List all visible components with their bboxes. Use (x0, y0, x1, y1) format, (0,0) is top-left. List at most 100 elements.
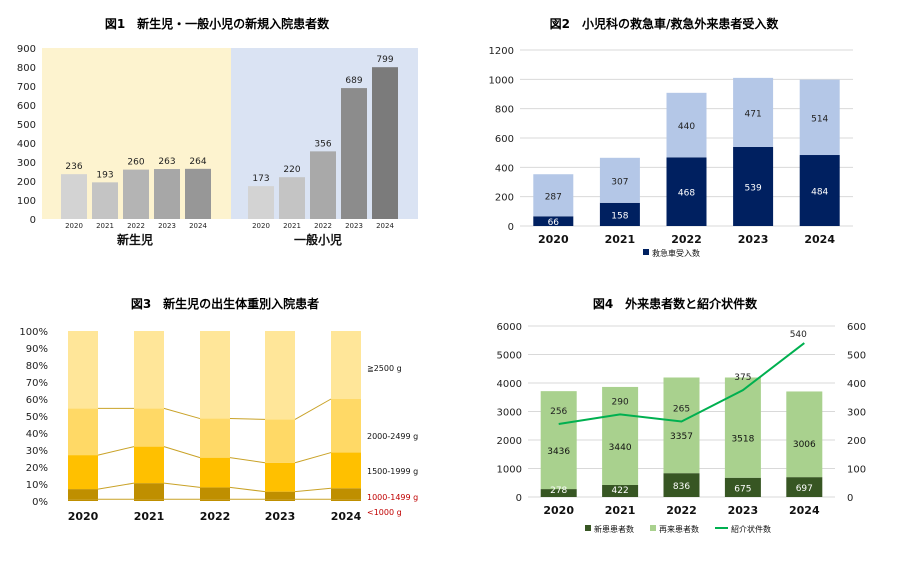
bar (310, 151, 336, 219)
stacked-bar-segment (533, 174, 574, 217)
stacked-bar-segment (265, 331, 295, 420)
bar (279, 177, 305, 219)
bar (123, 169, 149, 219)
y-tick-label: 70% (26, 378, 48, 389)
y-tick-label: 90% (26, 344, 48, 355)
series-connector-line (163, 446, 201, 459)
line-data-label: 256 (550, 407, 567, 417)
group-label: 一般小児 (294, 232, 342, 247)
y-tick-label: 100 (17, 196, 36, 207)
data-label: 66 (548, 218, 560, 228)
data-label: 3436 (547, 447, 570, 457)
stacked-bar-segment (200, 457, 230, 488)
stacked-bar-segment (134, 408, 164, 447)
y-tick-label: 5000 (497, 351, 522, 362)
x-tick-label: 2024 (189, 222, 207, 230)
y-tick-label: 600 (495, 134, 514, 145)
x-tick-label: 2022 (200, 510, 231, 523)
y-tick-label: 500 (17, 120, 36, 131)
y-tick-label: 200 (495, 193, 514, 204)
y2-tick-label: 400 (847, 379, 866, 390)
y-tick-label: 1000 (489, 75, 514, 86)
stacked-bar-segment (331, 499, 361, 501)
figure-3-title: 図3 新生児の出生体重別入院患者 (131, 296, 319, 311)
data-label: 260 (127, 158, 144, 168)
stacked-bar-segment (724, 477, 761, 497)
y-tick-label: 0 (30, 215, 36, 226)
stacked-bar-segment (331, 452, 361, 489)
figure-1-panel: 図1 新生児・一般小児の新規入院患者数 0 100 200 300 400 500 600 7… (0, 0, 450, 284)
stacked-bar-segment (663, 473, 700, 497)
series-connector-line (229, 457, 266, 464)
x-tick-label: 2023 (265, 510, 296, 523)
data-label: 193 (96, 170, 113, 180)
x-tick-label: 2021 (605, 504, 636, 517)
y-tick-label: 4000 (497, 379, 522, 390)
y-tick-label: 40% (26, 429, 48, 440)
series-connector-line (229, 486, 266, 493)
figure-2-title: 図2 小児科の救急車/救急外来患者受入数 (550, 16, 780, 31)
data-label: 236 (65, 162, 82, 172)
legend-label: 新患患者数 (594, 524, 634, 534)
stacked-bar-segment (599, 202, 640, 226)
y-tick-label: 0 (508, 222, 514, 233)
figure-4-title: 図4 外来患者数と紹介状件数 (593, 296, 758, 311)
x-tick-label: 2020 (68, 510, 99, 523)
figure-2-panel: 図2 小児科の救急車/救急外来患者受入数 0 200 400 600 800 1000 12… (450, 0, 900, 284)
series-label: 2000-2499 g (367, 432, 418, 441)
data-label: 539 (745, 183, 762, 193)
stacked-bar-segment (331, 331, 361, 399)
y-tick-label: 800 (17, 63, 36, 74)
figure-3-chart: 図3 新生児の出生体重別入院患者 0% 10% 20% 30% 40% 50% 60% 70%… (19, 296, 418, 523)
y-tick-label: 400 (495, 163, 514, 174)
bar (248, 186, 274, 219)
x-tick-label: 2021 (96, 222, 114, 230)
stacked-bar-segment (666, 92, 707, 158)
stacked-bar-segment (602, 484, 639, 497)
stacked-bar-segment (68, 489, 98, 500)
x-tick-label: 2021 (605, 233, 636, 246)
y2-tick-label: 100 (847, 465, 866, 476)
y-tick-label: 30% (26, 446, 48, 457)
line-data-label: 265 (673, 404, 690, 414)
x-tick-label: 2024 (789, 504, 820, 517)
stacked-bar-segment (799, 79, 840, 156)
y-tick-label: 10% (26, 480, 48, 491)
stacked-bar-segment (265, 491, 295, 500)
x-tick-label: 2020 (65, 222, 83, 230)
referral-line (558, 342, 805, 426)
series-connector-line (163, 482, 201, 488)
data-label: 173 (252, 174, 269, 184)
stacked-bar-segment (265, 499, 295, 501)
stacked-bar-segment (786, 477, 823, 497)
data-label: 697 (796, 484, 813, 494)
series-connector-line (294, 452, 332, 464)
stacked-bar-segment (68, 455, 98, 490)
series-label: ≧2500 g (367, 364, 402, 373)
y2-tick-label: 300 (847, 408, 866, 419)
stacked-bar-segment (786, 391, 823, 478)
group-label: 新生児 (117, 232, 153, 247)
data-label: 220 (283, 165, 300, 175)
legend-swatch (650, 525, 656, 531)
bar (154, 169, 180, 219)
line-data-label: 290 (612, 397, 629, 407)
legend-swatch (643, 249, 649, 255)
stacked-bar-segment (533, 216, 574, 226)
y-tick-label: 1200 (489, 46, 514, 57)
y-tick-label: 800 (495, 105, 514, 116)
legend-swatch (585, 525, 591, 531)
y2-tick-label: 500 (847, 351, 866, 362)
data-label: 287 (545, 192, 562, 202)
figure-1-chart: 図1 新生児・一般小児の新規入院患者数 0 100 200 300 400 500 600 7… (17, 16, 418, 247)
stacked-bar-segment (799, 155, 840, 226)
line-data-label: 540 (790, 330, 807, 340)
y-tick-label: 0 (516, 493, 522, 504)
data-label: 3440 (609, 443, 632, 453)
data-label: 514 (811, 114, 828, 124)
series-connector-line (97, 446, 135, 456)
y-tick-label: 200 (17, 177, 36, 188)
x-tick-label: 2024 (376, 222, 394, 230)
stacked-bar-segment (134, 499, 164, 501)
x-tick-label: 2022 (314, 222, 332, 230)
